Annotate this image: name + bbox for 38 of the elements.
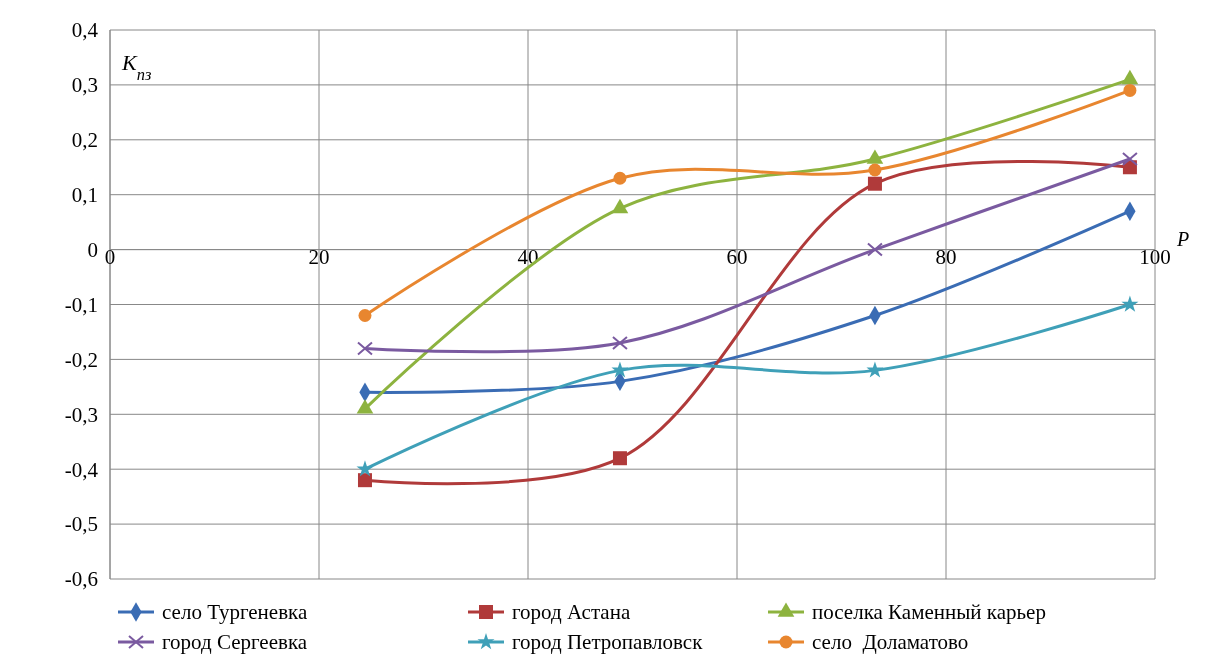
y-tick-label: -0,4 — [64, 457, 99, 482]
y-tick-label: -0,6 — [64, 567, 98, 592]
y-tick-label: -0,5 — [64, 512, 98, 537]
legend-label: село Тургеневка — [162, 600, 308, 625]
y-axis-title: K$_{пз}$ — [121, 50, 152, 84]
point — [1121, 152, 1138, 167]
x-axis-title: P — [1176, 227, 1190, 250]
point — [868, 163, 882, 177]
y-tick-label: -0,1 — [64, 292, 98, 317]
point — [866, 242, 883, 257]
y-tick-label: 0,4 — [71, 18, 99, 43]
point — [611, 335, 628, 350]
legend-label: город Петропавловск — [512, 630, 704, 655]
x-tick-label: 60 — [726, 244, 748, 269]
point — [356, 460, 374, 477]
point — [356, 341, 373, 356]
x-tick-label: 20 — [308, 244, 330, 269]
legend-label: поселка Каменный карьер — [812, 600, 1046, 625]
point — [357, 473, 372, 488]
point — [1121, 295, 1139, 312]
point — [613, 171, 627, 185]
point — [358, 308, 372, 322]
x-tick-label: 100 — [1139, 244, 1171, 269]
point — [866, 361, 884, 378]
y-tick-label: 0,1 — [71, 183, 98, 208]
y-tick-label: -0,3 — [64, 402, 98, 427]
y-tick-label: 0,2 — [71, 128, 98, 153]
legend-label: город Сергеевка — [162, 630, 308, 655]
legend-label: город Астана — [512, 600, 631, 625]
point — [867, 176, 882, 191]
x-tick-label: 80 — [935, 244, 957, 269]
point — [1123, 83, 1137, 97]
point — [611, 361, 629, 378]
y-tick-label: 0,3 — [71, 73, 98, 98]
x-tick-label: 0 — [104, 244, 116, 269]
y-tick-label: -0,2 — [64, 347, 98, 372]
point — [612, 451, 627, 466]
legend-label: село Доламатово — [812, 630, 969, 655]
